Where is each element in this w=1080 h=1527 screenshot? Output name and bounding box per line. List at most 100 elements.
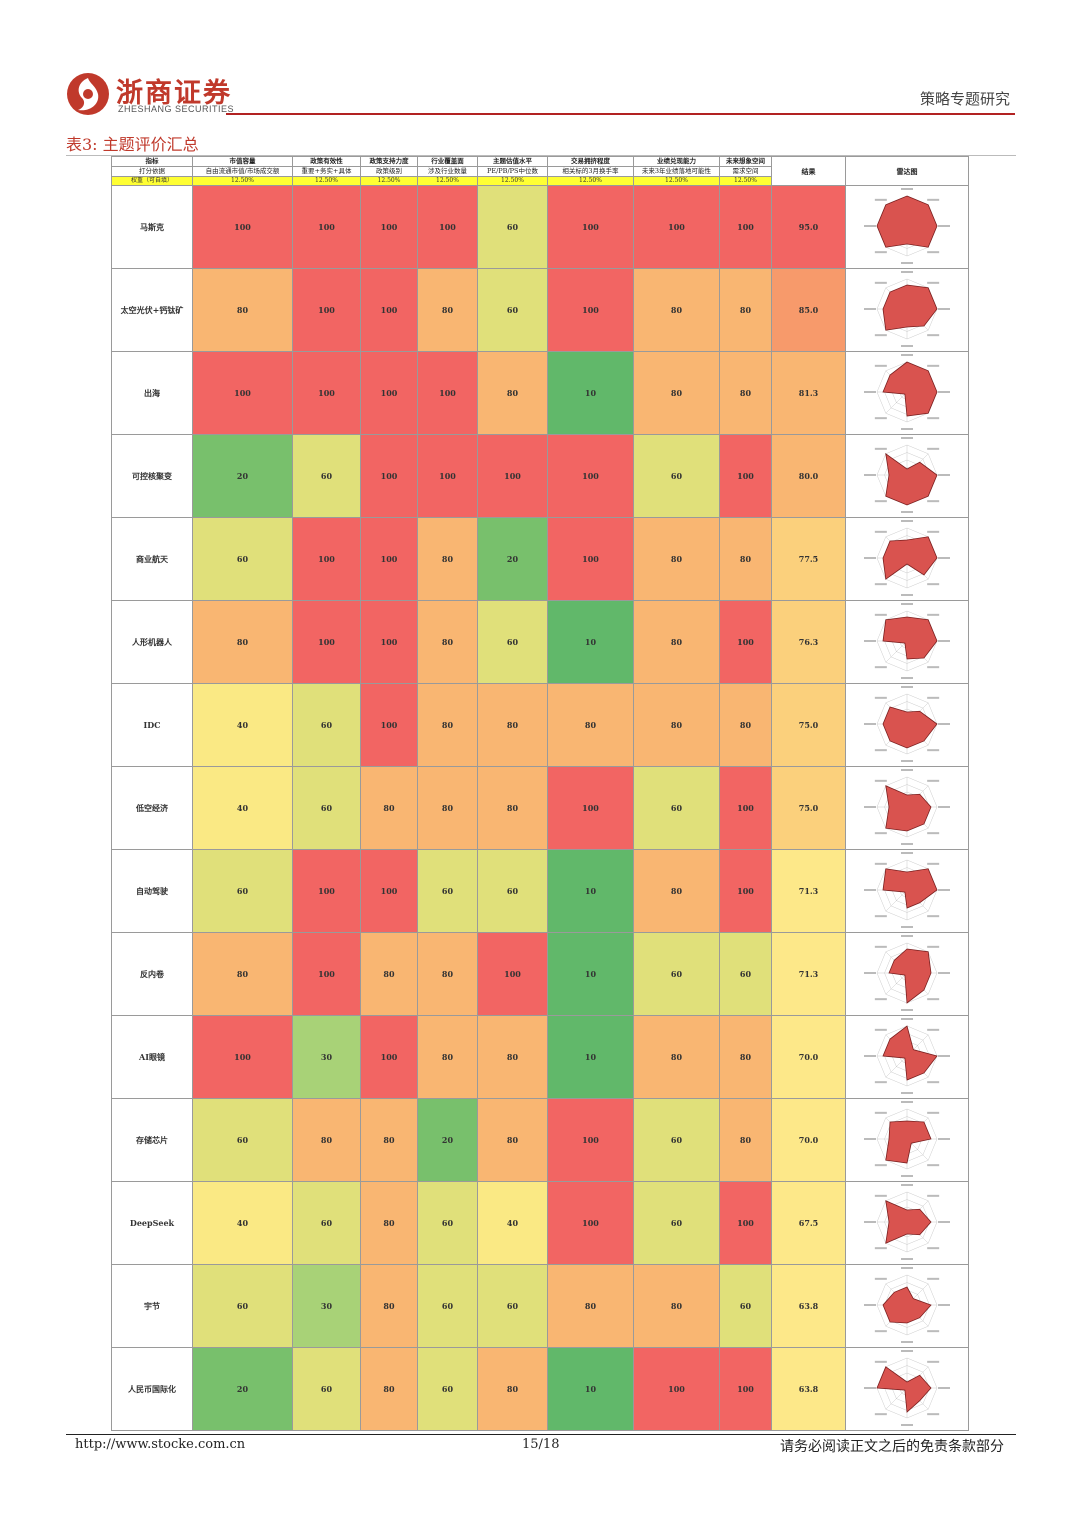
radar-axis-label-mark xyxy=(927,198,940,201)
radar-chart xyxy=(864,1267,950,1343)
criterion-score-cell: 20 xyxy=(192,1347,293,1431)
report-type: 策略专题研究 xyxy=(919,90,1010,108)
radar-axis-label-mark xyxy=(901,677,913,679)
criterion-score-cell: 100 xyxy=(292,517,361,601)
criterion-basis: 未来3年业绩落地可能性 xyxy=(633,166,720,177)
radar-chart xyxy=(864,603,950,679)
criterion-score-cell: 100 xyxy=(292,351,361,435)
radar-axis-label-mark xyxy=(901,520,913,522)
radar-axis-label-mark xyxy=(927,1194,940,1197)
criterion-score-cell: 80 xyxy=(192,932,293,1016)
radar-axis-label-mark xyxy=(864,1387,876,1389)
criterion-weight: 12.50% xyxy=(360,176,418,186)
radar-axis-label-mark xyxy=(938,1387,950,1389)
radar-chart xyxy=(864,852,950,928)
theme-name: 宇节 xyxy=(111,1264,193,1348)
criterion-name: 业绩兑现能力 xyxy=(633,156,720,167)
radar-axis-label-mark xyxy=(927,749,940,752)
theme-name: 出海 xyxy=(111,351,193,435)
radar-cell xyxy=(845,268,969,352)
radar-axis-label-mark xyxy=(901,594,913,596)
radar-axis-label-mark xyxy=(901,1267,913,1269)
criterion-score-cell: 80 xyxy=(292,1098,361,1182)
radar-series-area xyxy=(882,284,938,331)
criterion-basis: 涉及行业数量 xyxy=(417,166,478,177)
theme-name: DeepSeek xyxy=(111,1181,193,1265)
footer-url[interactable]: http://www.stocke.com.cn xyxy=(75,1437,246,1452)
criterion-score-cell: 80 xyxy=(633,1264,720,1348)
radar-axis-label-mark xyxy=(901,262,913,264)
radar-series-area xyxy=(888,948,932,1004)
criterion-score-cell: 100 xyxy=(360,185,418,269)
radar-axis-label-mark xyxy=(901,1092,913,1094)
radar-axis-label-mark xyxy=(874,1164,887,1167)
header-row-criteria: 指标 市值容量 政策有效性 政策支持力度 行业覆盖面 主题估值水平 交易拥挤程度… xyxy=(111,156,969,186)
radar-chart xyxy=(864,935,950,1011)
radar-axis-label-mark xyxy=(874,281,887,284)
radar-axis-label-mark xyxy=(927,696,940,699)
radar-cell xyxy=(845,932,969,1016)
criterion-score-cell: 80 xyxy=(633,849,720,933)
radar-axis-label-mark xyxy=(938,889,950,891)
criterion-name: 政策有效性 xyxy=(292,156,361,167)
criterion-score-cell: 60 xyxy=(292,683,361,767)
radar-chart xyxy=(864,520,950,596)
radar-series-area xyxy=(885,1200,932,1244)
radar-axis-label-mark xyxy=(938,1138,950,1140)
criterion-score-cell: 100 xyxy=(633,1347,720,1431)
criterion-score-cell: 80 xyxy=(360,766,418,850)
radar-axis-label-mark xyxy=(927,915,940,918)
criterion-score-cell: 60 xyxy=(292,766,361,850)
radar-cell xyxy=(845,766,969,850)
header-divider xyxy=(226,113,1015,115)
theme-name: 人民币国际化 xyxy=(111,1347,193,1431)
criterion-weight: 12.50% xyxy=(292,176,361,186)
radar-axis-label-mark xyxy=(938,225,950,227)
criterion-score-cell: 60 xyxy=(192,849,293,933)
radar-axis-label-mark xyxy=(864,474,876,476)
criterion-score-cell: 80 xyxy=(360,1098,418,1182)
radar-axis-label-mark xyxy=(927,945,940,948)
score-header: 结果 xyxy=(771,156,846,186)
criterion-weight: 12.50% xyxy=(477,176,548,186)
criterion-score-cell: 60 xyxy=(292,434,361,518)
radar-chart xyxy=(864,1184,950,1260)
criterion-score-cell: 60 xyxy=(719,1264,772,1348)
radar-axis-label-mark xyxy=(927,1247,940,1250)
row-header-basis: 打分依据 xyxy=(111,166,193,177)
criterion-score-cell: 80 xyxy=(719,517,772,601)
radar-axis-label-mark xyxy=(874,915,887,918)
total-score: 95.0 xyxy=(771,185,846,269)
criterion-score-cell: 100 xyxy=(360,351,418,435)
criterion-score-cell: 60 xyxy=(192,1098,293,1182)
table-row: 商业航天 60 100 100 80 20 100 80 80 77.5 xyxy=(111,517,969,601)
radar-axis-label-mark xyxy=(874,1360,887,1363)
criterion-name: 政策支持力度 xyxy=(360,156,418,167)
table-row: 马斯克 100 100 100 100 60 100 100 100 95.0 xyxy=(111,185,969,269)
criterion-score-cell: 80 xyxy=(719,351,772,435)
radar-axis-label-mark xyxy=(938,391,950,393)
radar-axis-label-mark xyxy=(927,1111,940,1114)
radar-axis-label-mark xyxy=(927,1028,940,1031)
radar-axis-label-mark xyxy=(938,806,950,808)
criterion-score-cell: 80 xyxy=(477,1015,548,1099)
criterion-score-cell: 80 xyxy=(360,1181,418,1265)
criterion-weight: 12.50% xyxy=(719,176,772,186)
radar-axis-label-mark xyxy=(927,1413,940,1416)
criterion-score-cell: 60 xyxy=(417,1264,478,1348)
radar-axis-label-mark xyxy=(874,334,887,337)
radar-axis-label-mark xyxy=(927,862,940,865)
criterion-score-cell: 80 xyxy=(633,600,720,684)
radar-axis-label-mark xyxy=(927,583,940,586)
radar-series-area xyxy=(882,616,938,660)
radar-axis-label-mark xyxy=(927,447,940,450)
radar-axis-label-mark xyxy=(901,1424,913,1426)
criterion-score-cell: 80 xyxy=(633,268,720,352)
radar-axis xyxy=(885,1387,908,1410)
radar-axis-label-mark xyxy=(927,1277,940,1280)
radar-axis xyxy=(885,972,908,995)
table-row: 人民币国际化 20 60 80 60 80 10 100 100 63.8 xyxy=(111,1347,969,1431)
radar-cell xyxy=(845,517,969,601)
radar-axis-label-mark xyxy=(901,271,913,273)
radar-axis-label-mark xyxy=(938,640,950,642)
